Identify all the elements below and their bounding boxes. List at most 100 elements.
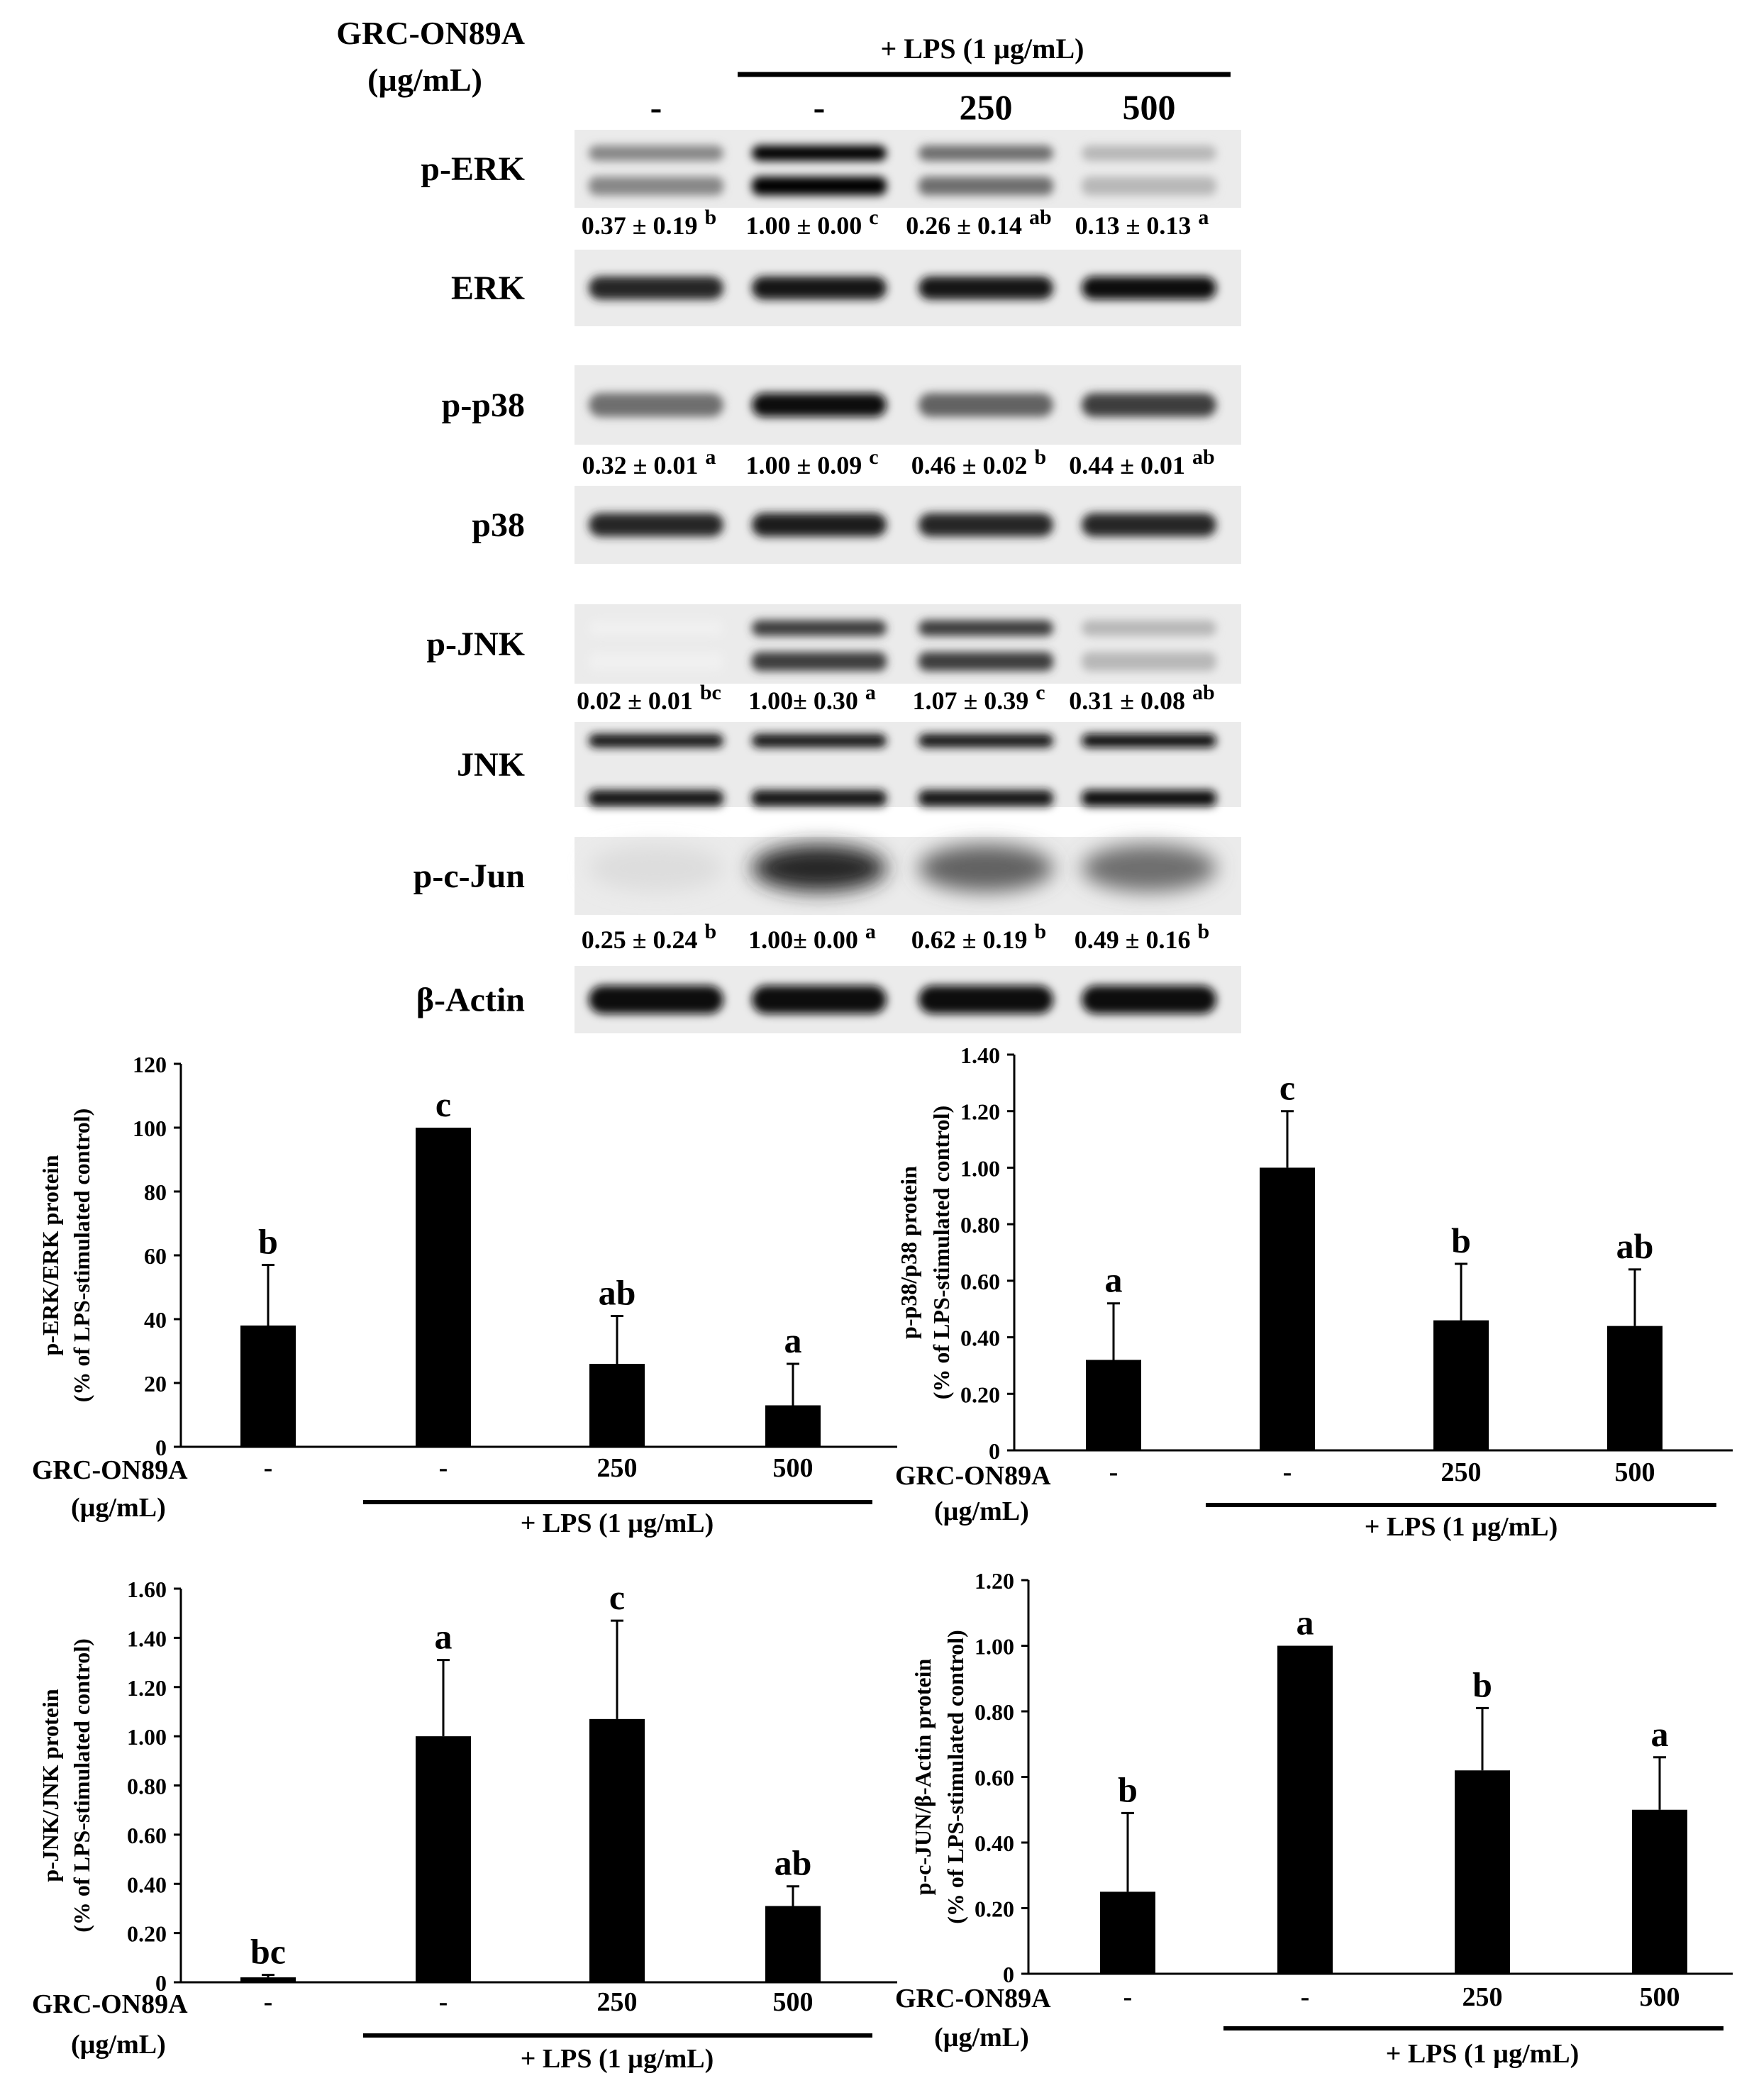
significance-letter: b (1118, 1770, 1138, 1809)
significance-letter: c (1280, 1068, 1295, 1108)
bar (1260, 1167, 1315, 1450)
y-tick-label: 0.80 (975, 1699, 1014, 1725)
significance-letter: ab (775, 1843, 812, 1883)
significance-letter: c (435, 1084, 451, 1124)
blot-row-label: p38 (472, 506, 525, 544)
blot-band (752, 145, 887, 161)
blot-row-label: p-JNK (426, 626, 525, 663)
lps-group-label: + LPS (1 µg/mL) (1365, 1512, 1558, 1542)
bar (1086, 1360, 1141, 1450)
y-tick-label: 1.00 (127, 1724, 167, 1750)
blot-band (752, 652, 887, 672)
blot-quant-value: 0.62 ± 0.19 b (911, 920, 1046, 954)
x-tick-label: 250 (1441, 1457, 1482, 1487)
x-tick-label: 250 (597, 1453, 638, 1483)
lps-group-label: + LPS (1 µg/mL) (1386, 2039, 1580, 2069)
blot-lane-labels: - - 250 500 (650, 87, 1176, 127)
blot-sig-letter: a (1198, 206, 1209, 229)
blot-band (1082, 177, 1216, 196)
blot-band (1082, 145, 1216, 161)
bar (1277, 1645, 1333, 1974)
bar (416, 1128, 471, 1447)
blot-band (918, 276, 1053, 300)
blot-band (752, 733, 887, 748)
blot-row: ERK (451, 250, 1241, 326)
significance-letter: ab (599, 1273, 636, 1313)
x-tick-label: - (439, 1987, 448, 2017)
y-tick-label: 1.60 (127, 1577, 167, 1602)
x-axis-label: GRC-ON89A (32, 1455, 188, 1485)
bar (1607, 1326, 1663, 1450)
chart-p-c-jun: 0 0.20 0.40 0.60 0.80 1.00 1.20 p-c-JUN/β-Actin… (895, 1568, 1733, 2069)
x-tick-label: 500 (1640, 1982, 1680, 2012)
blot-band (1082, 733, 1216, 748)
significance-letter: c (609, 1577, 625, 1617)
blot-band (752, 177, 887, 196)
blot-quant-value: 0.25 ± 0.24 b (582, 920, 716, 954)
y-tick-label: 0.60 (127, 1823, 167, 1848)
blot-band (918, 985, 1053, 1014)
x-axis-unit: (µg/mL) (934, 1496, 1029, 1526)
significance-letter: b (258, 1222, 278, 1262)
y-tick-label: 0.40 (975, 1830, 1014, 1856)
blot-lane-label: 250 (960, 87, 1013, 127)
chart-p-jnk: 0 0.20 0.40 0.60 0.80 1.00 1.20 1.40 1.60 p-JNK/J… (32, 1577, 897, 2074)
x-axis-unit: (µg/mL) (71, 2030, 166, 2060)
y-axis-label-2: (% of LPS-stimulated control) (928, 1106, 954, 1399)
x-tick-label: - (1301, 1982, 1310, 2012)
y-axis-label: p-ERK/ERK protein (38, 1155, 63, 1355)
blot-band (1082, 790, 1216, 807)
chart-p-p38: 0 0.20 0.40 0.60 0.80 1.00 1.20 1.40 p-p38/p38 p… (895, 1043, 1733, 1542)
blot-row-label: p-c-Jun (413, 857, 525, 895)
y-tick-label: 1.00 (960, 1155, 1000, 1181)
blot-sig-letter: c (1036, 681, 1045, 704)
x-axis-unit: (µg/mL) (71, 1493, 166, 1523)
x-tick-label: 250 (1462, 1982, 1503, 2012)
y-tick-label: 0.20 (975, 1896, 1014, 1922)
bar (589, 1364, 645, 1447)
x-axis-label: GRC-ON89A (32, 1989, 188, 2019)
blot-row: β-Actin (416, 966, 1241, 1033)
y-axis-label: p-p38/p38 protein (896, 1166, 921, 1339)
blot-row: p-ERK 0.37 ± 0.19 b 1.00 ± 0.00 c 0.26 ± 0.14… (421, 130, 1241, 240)
blot-row: p-p38 0.32 ± 0.01 a 1.00 ± 0.09 c 0.46 ± 0.02… (442, 365, 1241, 479)
blot-sig-letter: c (869, 206, 878, 229)
y-tick-label: 0 (155, 1435, 167, 1460)
blot-lane-label: 500 (1123, 87, 1176, 127)
blot-band (1082, 845, 1216, 891)
blot-quant-value: 0.44 ± 0.01 ab (1069, 445, 1214, 479)
blot-sig-letter: a (705, 445, 716, 469)
blot-lane-label: - (814, 87, 826, 127)
bar (1632, 1809, 1687, 1974)
blot-band (752, 620, 887, 636)
blot-row: JNK (457, 722, 1241, 807)
blot-band (918, 790, 1053, 807)
y-tick-label: 1.00 (975, 1634, 1014, 1660)
significance-letter: b (1472, 1665, 1492, 1704)
blot-quant-value: 0.13 ± 0.13 a (1075, 206, 1209, 240)
bar (240, 1326, 296, 1447)
bar (765, 1405, 821, 1447)
blot-band (752, 790, 887, 807)
y-tick-label: 0.60 (975, 1765, 1014, 1791)
blot-sig-letter: ab (1192, 681, 1215, 704)
blot-band (589, 985, 723, 1014)
blot-band (1082, 652, 1216, 672)
y-tick-label: 1.20 (127, 1675, 167, 1701)
y-axis-label: p-c-JUN/β-Actin protein (910, 1659, 936, 1896)
blot-band (752, 276, 887, 300)
bar (1100, 1891, 1155, 1974)
x-tick-label: - (264, 1453, 273, 1483)
blot-quant-value: 0.49 ± 0.16 b (1075, 920, 1209, 954)
blot-band (1082, 393, 1216, 417)
blot-band (752, 985, 887, 1014)
y-tick-label: 0.80 (960, 1212, 1000, 1238)
y-tick-label: 120 (133, 1052, 167, 1077)
blot-row-label: β-Actin (416, 982, 525, 1019)
y-tick-label: 1.40 (127, 1626, 167, 1651)
blot-lane-label: - (650, 87, 662, 127)
blot-row-label: p-p38 (442, 387, 525, 424)
blot-band (589, 276, 723, 300)
